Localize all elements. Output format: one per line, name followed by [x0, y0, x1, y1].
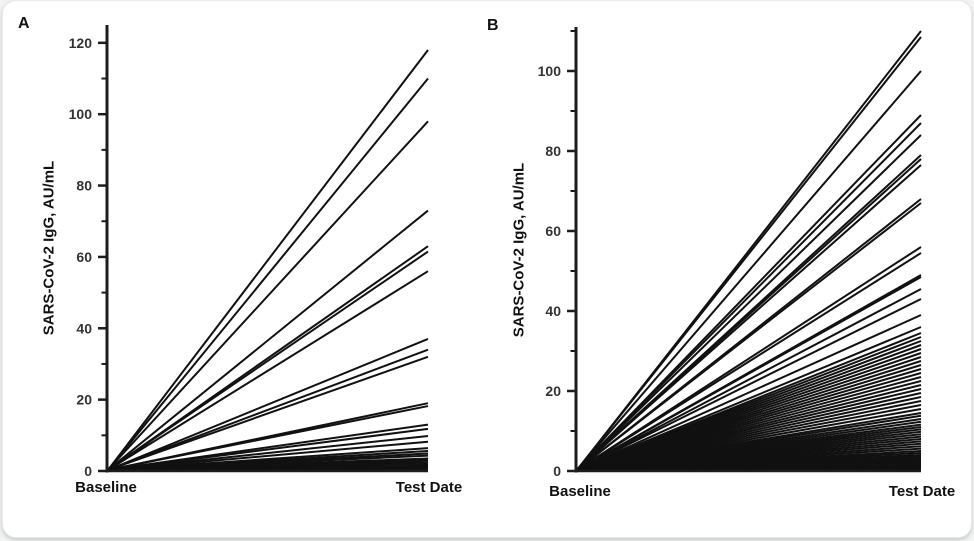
trend-line: [107, 209, 429, 471]
trend-line: [576, 252, 922, 471]
trend-line: [107, 427, 429, 471]
trend-line: [107, 250, 429, 471]
y-tick-label: 0: [84, 463, 92, 479]
trend-line: [107, 77, 429, 471]
y-tick-label: 40: [76, 320, 92, 336]
panel-a-label: A: [18, 15, 31, 32]
y-tick-label: 0: [553, 463, 561, 479]
panel-a-x-label-baseline: Baseline: [75, 479, 137, 496]
y-tick-label: 20: [76, 392, 92, 408]
trend-line: [107, 120, 429, 471]
trend-line: [576, 276, 922, 471]
panel-b-y-axis-title: SARS-CoV-2 IgG, AU/mL: [510, 162, 528, 338]
y-tick-label: 20: [545, 383, 561, 399]
y-tick-label: 120: [69, 35, 93, 51]
y-tick-label: 40: [545, 303, 561, 319]
trend-line: [107, 49, 429, 471]
trend-line: [576, 36, 922, 471]
y-tick-label: 60: [545, 223, 561, 239]
trend-line: [576, 288, 922, 471]
trend-line: [107, 348, 429, 471]
trend-line: [576, 70, 922, 471]
trend-line: [576, 314, 922, 471]
trend-line: [576, 122, 922, 471]
dual-panel-line-chart: 0 20 40 60 80 100 120 0 20 40 60 80 100: [69, 25, 922, 479]
y-tick-label: 80: [76, 178, 92, 194]
trend-line: [576, 202, 922, 471]
panel-b-x-label-test-date: Test Date: [888, 483, 956, 500]
trend-line: [576, 134, 922, 471]
trend-line: [576, 164, 922, 471]
trend-line: [107, 405, 429, 471]
panel-a: 0 20 40 60 80 100 120: [69, 25, 429, 479]
trend-line: [107, 440, 429, 471]
panel-b-label: B: [487, 17, 500, 34]
trend-line: [107, 355, 429, 471]
y-tick-label: 80: [545, 143, 561, 159]
y-tick-label: 60: [76, 249, 92, 265]
panel-b-x-label-baseline: Baseline: [549, 483, 611, 500]
panel-a-y-axis-title: SARS-CoV-2 IgG, AU/mL: [40, 160, 58, 336]
trend-line: [107, 270, 429, 471]
y-tick-label: 100: [538, 63, 562, 79]
panel-b: 0 20 40 60 80 100: [538, 27, 922, 479]
panel-a-x-label-test-date: Test Date: [395, 479, 463, 496]
trend-line: [107, 338, 429, 471]
y-tick-label: 100: [69, 106, 93, 122]
trend-line: [576, 298, 922, 471]
